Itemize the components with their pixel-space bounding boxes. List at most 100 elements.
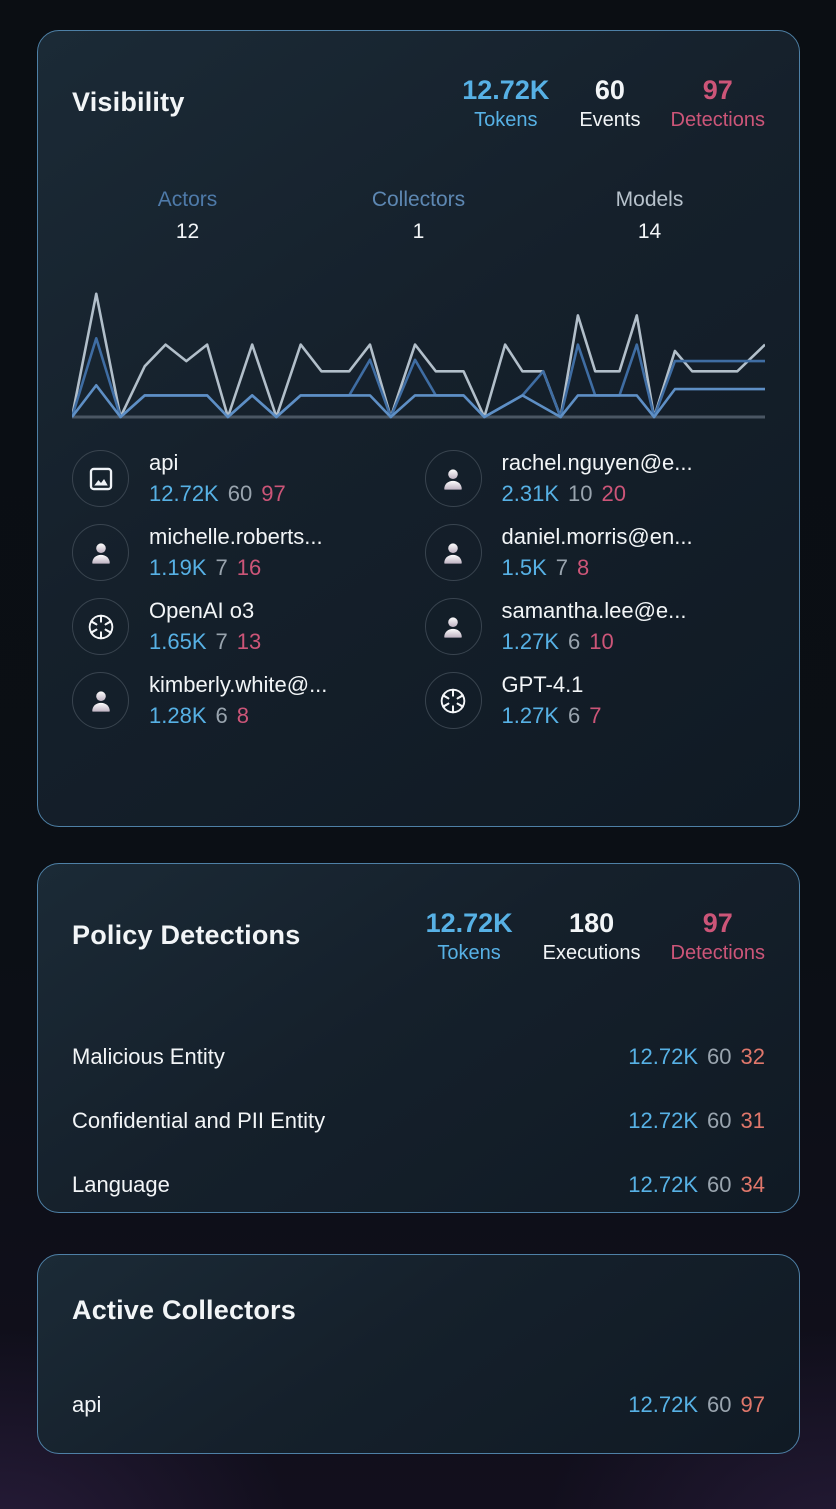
actor-tokens: 12.72K <box>149 481 219 507</box>
actor-events: 7 <box>215 555 228 581</box>
person-icon <box>439 465 467 493</box>
actor-detections: 10 <box>589 629 614 655</box>
actor-tokens: 1.5K <box>501 555 547 581</box>
avatar <box>72 598 129 656</box>
actor-name: daniel.morris@en... <box>501 524 693 550</box>
collector-detections: 97 <box>740 1392 765 1417</box>
actor-events: 6 <box>568 703 581 729</box>
visibility-title: Visibility <box>72 87 185 117</box>
actor-row-samantha[interactable]: samantha.lee@e... 1.27K 6 10 <box>424 598 766 656</box>
policy-detections: 31 <box>740 1108 765 1134</box>
image-icon <box>87 465 115 493</box>
detections-stat: 97 Detections <box>671 75 766 132</box>
collectors-title: Active Collectors <box>72 1295 296 1325</box>
actor-events: 60 <box>227 481 253 507</box>
tab-collectors[interactable]: Collectors 1 <box>371 188 466 244</box>
detections-value: 97 <box>702 75 733 105</box>
actor-tokens: 1.65K <box>149 629 207 655</box>
actor-tokens: 1.27K <box>501 703 560 729</box>
avatar <box>72 450 129 508</box>
tokens-value: 12.72K <box>462 75 550 105</box>
actor-row-api[interactable]: api 12.72K 60 97 <box>72 450 413 508</box>
actor-events: 7 <box>215 629 228 655</box>
policy-card-header: Policy Detections 12.72K Tokens 180 Exec… <box>72 898 765 965</box>
openai-logo-icon <box>439 687 467 715</box>
actor-row-openai-o3[interactable]: OpenAI o3 1.65K 7 13 <box>72 598 413 656</box>
policy-name: Confidential and PII Entity <box>72 1108 326 1134</box>
person-icon <box>439 613 467 641</box>
avatar <box>424 598 482 656</box>
executions-stat: 180 Executions <box>543 908 641 965</box>
actor-tokens: 1.28K <box>149 703 207 729</box>
actor-tokens: 2.31K <box>501 481 560 507</box>
actor-detections: 16 <box>236 555 262 581</box>
detections-stat: 97 Detections <box>671 908 766 965</box>
activity-sparkline-chart <box>72 286 765 420</box>
actor-detections: 7 <box>589 703 602 729</box>
collectors-rows: api 12.72K 60 97 <box>72 1384 765 1426</box>
actor-name: rachel.nguyen@e... <box>501 450 693 476</box>
actor-events: 6 <box>215 703 228 729</box>
avatar <box>424 450 482 508</box>
actor-row-rachel[interactable]: rachel.nguyen@e... 2.31K 10 20 <box>424 450 766 508</box>
tokens-stat: 12.72K Tokens <box>462 75 549 132</box>
tab-models[interactable]: Models 14 <box>615 188 684 244</box>
actor-row-gpt-4-1[interactable]: GPT-4.1 1.27K 6 7 <box>424 672 766 730</box>
actor-detections: 8 <box>577 555 590 581</box>
actor-name: michelle.roberts... <box>149 524 323 550</box>
avatar <box>424 672 482 730</box>
collector-tokens: 12.72K <box>628 1392 699 1417</box>
detections-label: Detections <box>670 942 766 965</box>
collector-events: 60 <box>707 1392 732 1417</box>
actor-row-kimberly[interactable]: kimberly.white@... 1.28K 6 8 <box>72 672 413 730</box>
policy-row-malicious-entity[interactable]: Malicious Entity 12.72K 60 32 <box>72 1025 765 1089</box>
actor-events: 10 <box>568 481 593 507</box>
policy-detections: 32 <box>740 1044 765 1070</box>
tokens-label: Tokens <box>474 109 538 132</box>
collector-name: api <box>72 1392 102 1417</box>
actor-name: OpenAI o3 <box>149 598 255 624</box>
actors-list: api 12.72K 60 97 rachel.nguyen@e... 2.31… <box>72 450 766 730</box>
actor-tokens: 1.27K <box>501 629 560 655</box>
policy-row-language[interactable]: Language 12.72K 60 34 <box>72 1153 765 1217</box>
tokens-stat: 12.72K Tokens <box>426 908 513 965</box>
tokens-label: Tokens <box>437 942 501 965</box>
actor-row-michelle[interactable]: michelle.roberts... 1.19K 7 16 <box>72 524 413 582</box>
policy-detections: 34 <box>740 1172 765 1198</box>
policy-summary-stats: 12.72K Tokens 180 Executions 97 Detectio… <box>426 908 765 965</box>
visibility-summary-stats: 12.72K Tokens 60 Events 97 Detections <box>462 75 765 132</box>
tab-actors[interactable]: Actors 12 <box>157 188 218 244</box>
policy-name: Malicious Entity <box>72 1044 225 1070</box>
sparkline-svg <box>72 292 765 419</box>
avatar <box>424 524 482 582</box>
policy-rows: Malicious Entity 12.72K 60 32 Confidenti… <box>72 1025 765 1217</box>
actor-name: GPT-4.1 <box>501 672 584 698</box>
collector-row-api[interactable]: api 12.72K 60 97 <box>72 1384 765 1426</box>
actor-detections: 13 <box>236 629 262 655</box>
policy-title: Policy Detections <box>72 920 301 950</box>
detections-value: 97 <box>702 908 733 938</box>
policy-tokens: 12.72K <box>628 1044 699 1070</box>
actor-row-daniel[interactable]: daniel.morris@en... 1.5K 7 8 <box>424 524 766 582</box>
detections-label: Detections <box>670 109 766 132</box>
avatar <box>72 672 129 730</box>
actor-name: api <box>149 450 179 476</box>
policy-row-confidential-pii[interactable]: Confidential and PII Entity 12.72K 60 31 <box>72 1089 765 1153</box>
executions-label: Executions <box>542 942 641 965</box>
person-icon <box>87 539 115 567</box>
active-collectors-card: Active Collectors api 12.72K 60 97 <box>37 1254 800 1454</box>
avatar <box>72 524 129 582</box>
person-icon <box>87 687 115 715</box>
events-value: 60 <box>594 75 625 105</box>
actor-detections: 8 <box>236 703 249 729</box>
series-line-collectors <box>72 384 765 419</box>
policy-detections-card: Policy Detections 12.72K Tokens 180 Exec… <box>37 863 800 1213</box>
policy-events: 60 <box>707 1108 732 1134</box>
actor-detections: 97 <box>261 481 286 507</box>
events-label: Events <box>579 109 641 132</box>
policy-events: 60 <box>707 1172 732 1198</box>
actor-tokens: 1.19K <box>149 555 207 581</box>
policy-tokens: 12.72K <box>628 1172 699 1198</box>
visibility-legend-tabs: Actors 12 Collectors 1 Models 14 <box>72 188 765 244</box>
person-icon <box>439 539 467 567</box>
